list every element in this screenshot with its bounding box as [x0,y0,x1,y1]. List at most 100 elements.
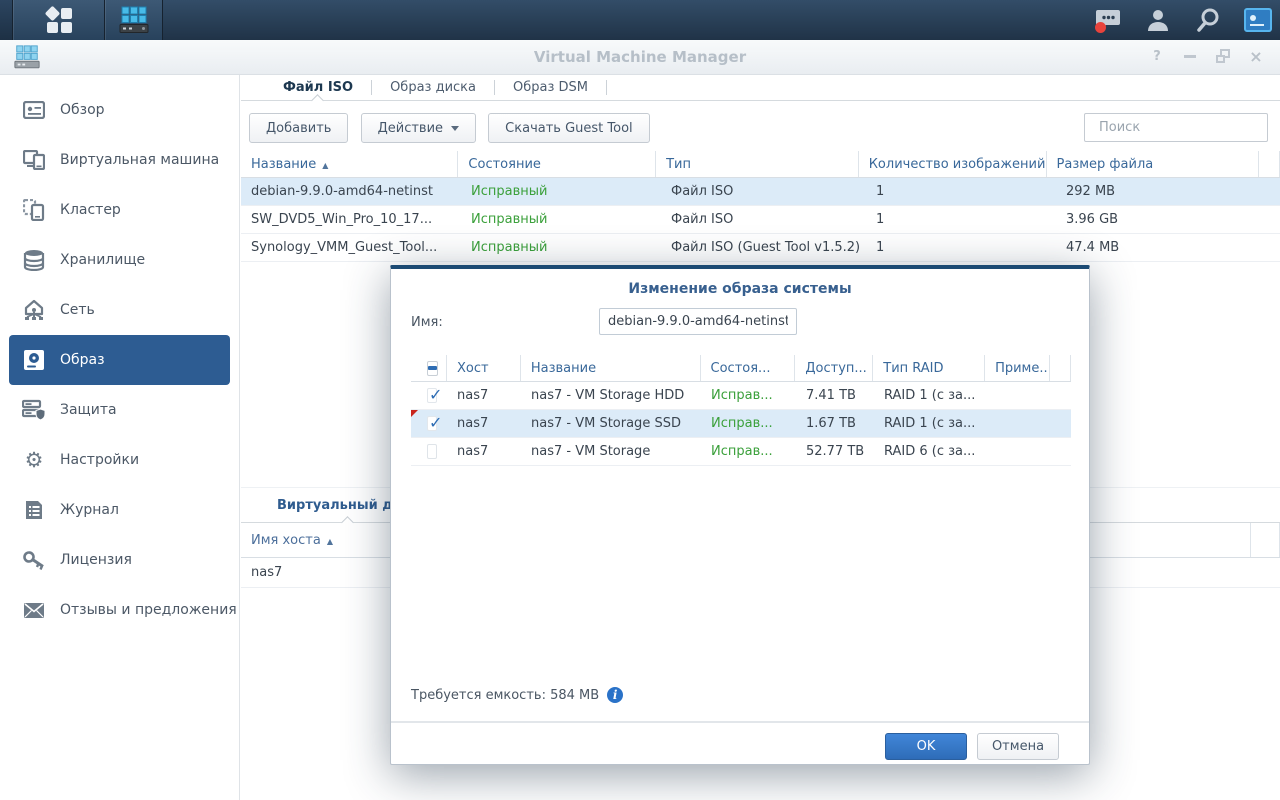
iso-name: debian-9.9.0-amd64-netinst [241,178,461,205]
sidebar-item-storage[interactable]: Хранилище [0,235,239,285]
taskbar-vmm-app-button[interactable] [105,0,163,40]
gear-icon: ⚙ [22,448,46,472]
column-header-name[interactable]: Название [521,355,701,381]
row-checkbox[interactable] [411,410,447,437]
column-header-filler [1251,523,1280,557]
dialog-title: Изменение образа системы [391,281,1089,297]
iso-name: Synology_VMM_Guest_Tool... [241,234,461,261]
select-all-checkbox[interactable] [411,355,447,381]
storage-raid: RAID 6 (с за... [874,438,986,465]
envelope-icon [22,598,46,622]
column-header-count[interactable]: Количество изображений [859,151,1047,177]
table-row[interactable]: nas7 nas7 - VM Storage SSD Исправ... 1.6… [411,410,1071,438]
person-icon [1146,8,1170,32]
widgets-button[interactable] [1244,6,1272,34]
tab-disk-image[interactable]: Образ диска [372,75,494,100]
notifications-button[interactable] [1094,6,1122,34]
iso-size: 292 MB [1056,178,1271,205]
column-header-name[interactable]: Название [241,151,458,177]
sidebar-item-label: Кластер [60,202,121,218]
sidebar-item-network[interactable]: Сеть [0,285,239,335]
info-icon[interactable]: i [607,687,623,703]
action-dropdown-button[interactable]: Действие [361,113,476,143]
checkbox-unchecked-icon [427,444,437,459]
storage-name: nas7 - VM Storage HDD [521,382,701,409]
vmm-server-icon [119,5,149,35]
iso-file-table: Название Состояние Тип Количество изобра… [241,151,1280,262]
iso-type: Файл ISO (Guest Tool v1.5.2) [661,234,866,261]
iso-count: 1 [866,178,1056,205]
ok-button[interactable]: OK [885,733,967,760]
checkbox-checked-icon [427,388,437,403]
sidebar-item-settings[interactable]: ⚙ Настройки [0,435,239,485]
protection-icon [22,398,46,422]
main-menu-button[interactable] [13,0,105,40]
column-header-filler [1050,355,1071,381]
iso-table-header: Название Состояние Тип Количество изобра… [241,151,1280,178]
column-header-host[interactable]: Хост [447,355,521,381]
iso-count: 1 [866,206,1056,233]
table-row[interactable]: Synology_VMM_Guest_Tool... Исправный Фай… [241,234,1280,262]
sort-asc-icon [316,157,328,172]
row-checkbox[interactable] [411,438,447,465]
search-box[interactable] [1084,113,1268,142]
sidebar-item-cluster[interactable]: Кластер [0,185,239,235]
name-input[interactable] [599,308,797,335]
column-header-size[interactable]: Размер файла [1047,151,1259,177]
log-icon [22,498,46,522]
sidebar-item-feedback[interactable]: Отзывы и предложения [0,585,239,635]
table-row[interactable]: nas7 nas7 - VM Storage HDD Исправ... 7.4… [411,382,1071,410]
help-button[interactable]: ? [1149,48,1165,64]
iso-toolbar: Добавить Действие Скачать Guest Tool [249,113,1272,143]
required-capacity-text: Требуется емкость: 584 MB [411,688,599,703]
column-header-raid[interactable]: Тип RAID [873,355,985,381]
column-header-available[interactable]: Доступ... [795,355,873,381]
sidebar-item-label: Хранилище [60,252,145,268]
minimize-button[interactable] [1182,48,1198,64]
sidebar-item-license[interactable]: Лицензия [0,535,239,585]
sidebar-item-virtual-machine[interactable]: Виртуальная машина [0,135,239,185]
sidebar-item-protection[interactable]: Защита [0,385,239,435]
add-button[interactable]: Добавить [249,113,348,143]
window-title: Virtual Machine Manager [0,48,1280,66]
dialog-footer-divider [391,721,1089,723]
cancel-button[interactable]: Отмена [977,733,1059,760]
tab-dsm-image[interactable]: Образ DSM [495,75,606,100]
maximize-button[interactable] [1215,48,1231,64]
required-capacity: Требуется емкость: 584 MB i [411,687,623,703]
global-search-button[interactable] [1194,6,1222,34]
row-checkbox[interactable] [411,382,447,409]
storage-raid: RAID 1 (с за... [874,410,986,437]
table-row[interactable]: nas7 nas7 - VM Storage Исправ... 52.77 T… [411,438,1071,466]
iso-type: Файл ISO [661,178,866,205]
iso-size: 3.96 GB [1056,206,1271,233]
table-row[interactable]: debian-9.9.0-amd64-netinst Исправный Фай… [241,178,1280,206]
image-disk-icon [22,348,46,372]
sidebar-item-label: Виртуальная машина [60,152,219,168]
storage-status: Исправ... [701,410,796,437]
storage-capacity: 52.77 TB [796,438,874,465]
screen: Virtual Machine Manager ? × Обзор Виртуа… [0,0,1280,800]
tab-iso-file[interactable]: Файл ISO [265,75,371,100]
user-account-button[interactable] [1144,6,1172,34]
search-input[interactable] [1099,120,1269,135]
storage-raid: RAID 1 (с за... [874,382,986,409]
tab-separator [606,80,607,95]
column-header-status[interactable]: Состоя... [701,355,796,381]
storage-host: nas7 [447,438,521,465]
key-icon [22,548,46,572]
table-row[interactable]: SW_DVD5_Win_Pro_10_17... Исправный Файл … [241,206,1280,234]
sidebar: Обзор Виртуальная машина Кластер Хранили… [0,75,240,800]
sidebar-item-log[interactable]: Журнал [0,485,239,535]
sidebar-item-overview[interactable]: Обзор [0,85,239,135]
column-header-note[interactable]: Приме... [985,355,1050,381]
column-header-type[interactable]: Тип [656,151,859,177]
sidebar-item-label: Обзор [60,102,105,118]
close-button[interactable]: × [1248,48,1264,64]
sidebar-item-label: Отзывы и предложения [60,602,237,618]
download-guest-tool-button[interactable]: Скачать Guest Tool [488,113,649,143]
sidebar-item-image[interactable]: Образ [9,335,230,385]
column-header-status[interactable]: Состояние [458,151,656,177]
storage-icon [22,248,46,272]
storage-table: Хост Название Состоя... Доступ... Тип RA… [411,355,1071,466]
